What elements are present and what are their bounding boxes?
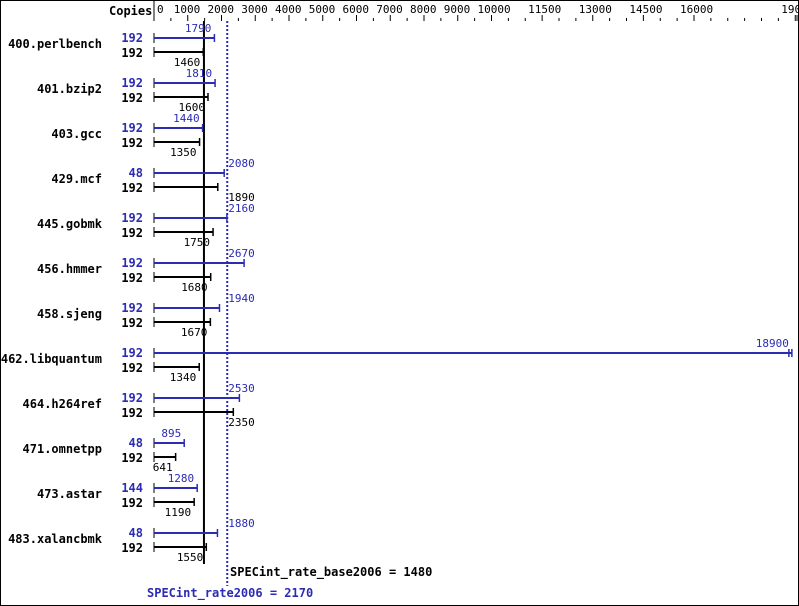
x-tick-label: 5000 xyxy=(309,3,336,16)
peak-value-label: 2160 xyxy=(228,202,255,215)
base-copies: 192 xyxy=(121,226,143,240)
base-value-label: 1750 xyxy=(184,236,211,249)
base-value-label: 2350 xyxy=(228,416,255,429)
peak-copies: 48 xyxy=(129,166,143,180)
benchmark-name: 471.omnetpp xyxy=(23,442,102,456)
peak-copies: 192 xyxy=(121,256,143,270)
benchmark-name: 403.gcc xyxy=(51,127,102,141)
base-value-label: 1670 xyxy=(181,326,208,339)
benchmark-name: 473.astar xyxy=(37,487,102,501)
base-value-label: 1600 xyxy=(179,101,206,114)
base-value-label: 1190 xyxy=(165,506,192,519)
base-copies: 192 xyxy=(121,316,143,330)
x-tick-label: 11500 xyxy=(528,3,561,16)
base-value-label: 1460 xyxy=(174,56,201,69)
base-value-label: 1680 xyxy=(181,281,208,294)
benchmark-name: 462.libquantum xyxy=(1,352,102,366)
x-tick-label: 3000 xyxy=(241,3,268,16)
peak-value-label: 1940 xyxy=(228,292,255,305)
peak-value-label: 895 xyxy=(161,427,181,440)
peak-value-label: 1880 xyxy=(228,517,255,530)
benchmark-name: 483.xalancbmk xyxy=(8,532,103,546)
base-copies: 192 xyxy=(121,361,143,375)
benchmark-name: 445.gobmk xyxy=(37,217,103,231)
base-copies: 192 xyxy=(121,541,143,555)
peak-copies: 192 xyxy=(121,211,143,225)
peak-copies: 192 xyxy=(121,31,143,45)
x-tick-label: 16000 xyxy=(680,3,713,16)
peak-copies: 144 xyxy=(121,481,143,495)
base-value-label: 1890 xyxy=(228,191,255,204)
benchmark-name: 458.sjeng xyxy=(37,307,102,321)
peak-copies: 192 xyxy=(121,301,143,315)
x-tick-label: 10000 xyxy=(478,3,511,16)
base-value-label: 1350 xyxy=(170,146,197,159)
x-tick-label: 19000 xyxy=(781,3,798,16)
peak-value-label: 1810 xyxy=(186,67,213,80)
x-tick-label: 9000 xyxy=(444,3,471,16)
peak-value-label: 1790 xyxy=(185,22,212,35)
peak-value-label: 2530 xyxy=(228,382,255,395)
x-tick-label: 2000 xyxy=(208,3,235,16)
peak-copies: 192 xyxy=(121,121,143,135)
peak-copies: 48 xyxy=(129,436,143,450)
base-copies: 192 xyxy=(121,136,143,150)
copies-header: Copies xyxy=(109,4,152,18)
benchmark-name: 429.mcf xyxy=(51,172,102,186)
base-copies: 192 xyxy=(121,496,143,510)
x-tick-label: 7000 xyxy=(376,3,403,16)
x-tick-label: 4000 xyxy=(275,3,302,16)
base-copies: 192 xyxy=(121,181,143,195)
peak-summary: SPECint_rate2006 = 2170 xyxy=(147,586,313,601)
base-value-label: 1340 xyxy=(170,371,197,384)
peak-value-label: 1280 xyxy=(168,472,195,485)
peak-value-label: 2670 xyxy=(228,247,255,260)
peak-value-label: 18900 xyxy=(756,337,789,350)
benchmark-name: 456.hmmer xyxy=(37,262,102,276)
base-copies: 192 xyxy=(121,271,143,285)
peak-copies: 48 xyxy=(129,526,143,540)
peak-copies: 192 xyxy=(121,76,143,90)
base-value-label: 1550 xyxy=(177,551,204,564)
x-tick-label: 1000 xyxy=(174,3,201,16)
peak-value-label: 2080 xyxy=(228,157,255,170)
base-value-label: 641 xyxy=(153,461,173,474)
benchmark-name: 464.h264ref xyxy=(23,397,102,411)
x-tick-label: 6000 xyxy=(343,3,370,16)
x-tick-label: 8000 xyxy=(410,3,437,16)
base-copies: 192 xyxy=(121,406,143,420)
base-copies: 192 xyxy=(121,46,143,60)
peak-copies: 192 xyxy=(121,346,143,360)
base-copies: 192 xyxy=(121,451,143,465)
peak-value-label: 1440 xyxy=(173,112,200,125)
x-tick-label: 0 xyxy=(157,3,164,16)
x-tick-label: 13000 xyxy=(579,3,612,16)
peak-copies: 192 xyxy=(121,391,143,405)
benchmark-name: 400.perlbench xyxy=(8,37,102,51)
benchmark-name: 401.bzip2 xyxy=(37,82,102,96)
base-summary: SPECint_rate_base2006 = 1480 xyxy=(230,565,432,580)
base-copies: 192 xyxy=(121,91,143,105)
x-tick-label: 14500 xyxy=(629,3,662,16)
